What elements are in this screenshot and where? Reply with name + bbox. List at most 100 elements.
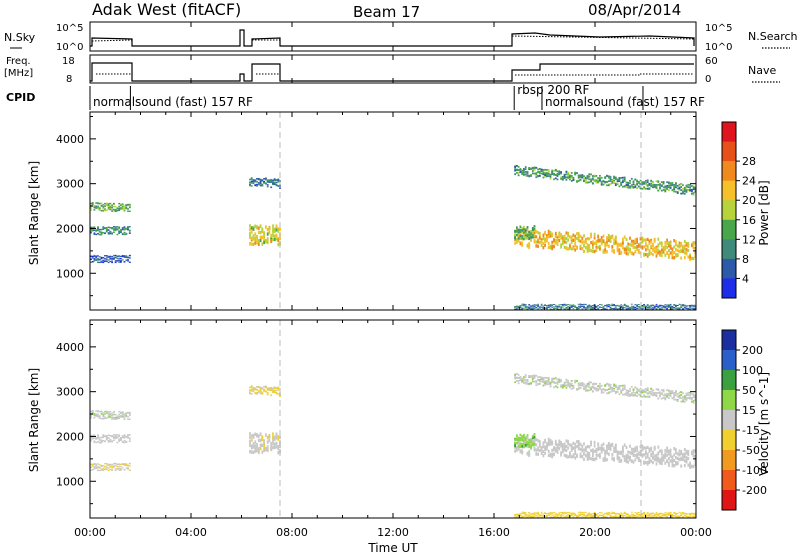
range-gate-cell bbox=[584, 181, 587, 184]
range-gate-cell bbox=[554, 439, 557, 443]
range-gate-cell bbox=[523, 307, 525, 309]
range-gate-cell bbox=[535, 443, 538, 447]
range-gate-cell bbox=[524, 442, 527, 446]
y-tick-label: 3000 bbox=[56, 178, 84, 191]
range-gate-cell bbox=[583, 385, 585, 388]
range-gate-cell bbox=[592, 305, 594, 307]
range-gate-cell bbox=[592, 451, 594, 455]
range-gate-cell bbox=[111, 227, 113, 229]
range-gate-cell bbox=[593, 174, 596, 177]
range-gate-cell bbox=[521, 442, 524, 446]
range-gate-cell bbox=[102, 415, 105, 417]
range-gate-cell bbox=[685, 248, 688, 252]
range-gate-cell bbox=[97, 410, 99, 412]
range-gate-cell bbox=[636, 391, 638, 394]
range-gate-cell bbox=[643, 446, 645, 450]
range-gate-cell bbox=[682, 246, 684, 250]
range-gate-cell bbox=[604, 513, 607, 515]
range-gate-cell bbox=[514, 515, 516, 517]
range-gate-cell bbox=[687, 515, 690, 517]
range-gate-cell bbox=[691, 190, 693, 193]
range-gate-cell bbox=[655, 392, 658, 394]
range-gate-cell bbox=[645, 513, 647, 515]
range-gate-cell bbox=[588, 178, 591, 181]
range-gate-cell bbox=[551, 513, 554, 515]
range-gate-cell bbox=[98, 417, 101, 419]
range-gate-cell bbox=[569, 246, 571, 250]
range-gate-cell bbox=[521, 511, 524, 513]
range-gate-cell bbox=[254, 236, 257, 240]
range-gate-cell bbox=[577, 516, 580, 518]
range-gate-cell bbox=[645, 390, 647, 393]
range-gate-cell bbox=[646, 307, 649, 309]
range-gate-cell bbox=[660, 392, 663, 395]
range-gate-cell bbox=[565, 514, 568, 516]
range-gate-cell bbox=[620, 251, 623, 255]
range-gate-cell bbox=[622, 449, 624, 453]
range-gate-cell bbox=[113, 202, 115, 205]
range-gate-cell bbox=[249, 432, 251, 436]
range-gate-cell bbox=[620, 450, 623, 454]
range-gate-cell bbox=[682, 305, 684, 307]
range-gate-cell bbox=[623, 176, 626, 179]
range-gate-cell bbox=[531, 168, 534, 171]
range-gate-cell bbox=[581, 512, 584, 513]
range-gate-cell bbox=[583, 515, 585, 517]
range-gate-cell bbox=[629, 236, 631, 240]
range-gate-cell bbox=[111, 255, 113, 258]
range-gate-cell bbox=[660, 307, 663, 309]
range-gate-cell bbox=[632, 516, 635, 518]
range-gate-cell bbox=[592, 243, 594, 247]
range-gate-cell bbox=[563, 234, 566, 238]
range-gate-cell bbox=[514, 514, 516, 516]
range-gate-cell bbox=[270, 180, 273, 182]
range-gate-cell bbox=[531, 172, 534, 175]
range-gate-cell bbox=[530, 440, 532, 443]
range-gate-cell bbox=[514, 168, 516, 170]
range-gate-cell bbox=[107, 204, 110, 206]
range-gate-cell bbox=[90, 440, 92, 442]
range-gate-cell bbox=[113, 258, 115, 260]
range-gate-cell bbox=[533, 172, 536, 175]
range-gate-cell bbox=[551, 234, 554, 238]
range-gate-cell bbox=[551, 381, 554, 383]
range-gate-cell bbox=[653, 246, 656, 250]
range-gate-cell bbox=[586, 307, 589, 308]
range-gate-cell bbox=[641, 513, 644, 514]
range-gate-cell bbox=[111, 418, 113, 420]
range-gate-cell bbox=[692, 186, 695, 189]
range-gate-cell bbox=[618, 251, 621, 255]
range-gate-cell bbox=[694, 190, 697, 193]
range-gate-cell bbox=[673, 190, 676, 193]
range-gate-cell bbox=[266, 240, 269, 245]
range-gate-cell bbox=[517, 380, 520, 382]
range-gate-cell bbox=[98, 469, 101, 472]
range-gate-cell bbox=[111, 440, 113, 442]
range-gate-cell bbox=[613, 457, 615, 461]
range-gate-cell bbox=[625, 512, 628, 514]
range-gate-cell bbox=[629, 393, 631, 396]
range-gate-cell bbox=[100, 464, 103, 467]
range-gate-cell bbox=[263, 182, 265, 184]
range-gate-cell bbox=[625, 515, 628, 517]
range-gate-cell bbox=[249, 184, 251, 187]
range-gate-cell bbox=[613, 305, 615, 307]
range-gate-cell bbox=[111, 412, 113, 414]
range-gate-cell bbox=[560, 379, 562, 381]
range-gate-cell bbox=[121, 415, 124, 418]
range-gate-cell bbox=[273, 387, 276, 390]
range-gate-cell bbox=[533, 433, 536, 436]
range-gate-cell bbox=[691, 188, 693, 191]
range-gate-cell bbox=[533, 234, 536, 237]
range-gate-cell bbox=[123, 413, 126, 415]
range-gate-cell bbox=[666, 238, 668, 242]
range-gate-cell bbox=[256, 235, 258, 239]
range-gate-cell bbox=[120, 469, 122, 471]
range-gate-cell bbox=[125, 467, 128, 469]
range-gate-cell bbox=[645, 456, 647, 460]
range-gate-cell bbox=[517, 436, 520, 439]
range-gate-cell bbox=[531, 436, 534, 439]
range-gate-cell bbox=[524, 230, 527, 233]
colorbar-segment bbox=[722, 410, 736, 431]
